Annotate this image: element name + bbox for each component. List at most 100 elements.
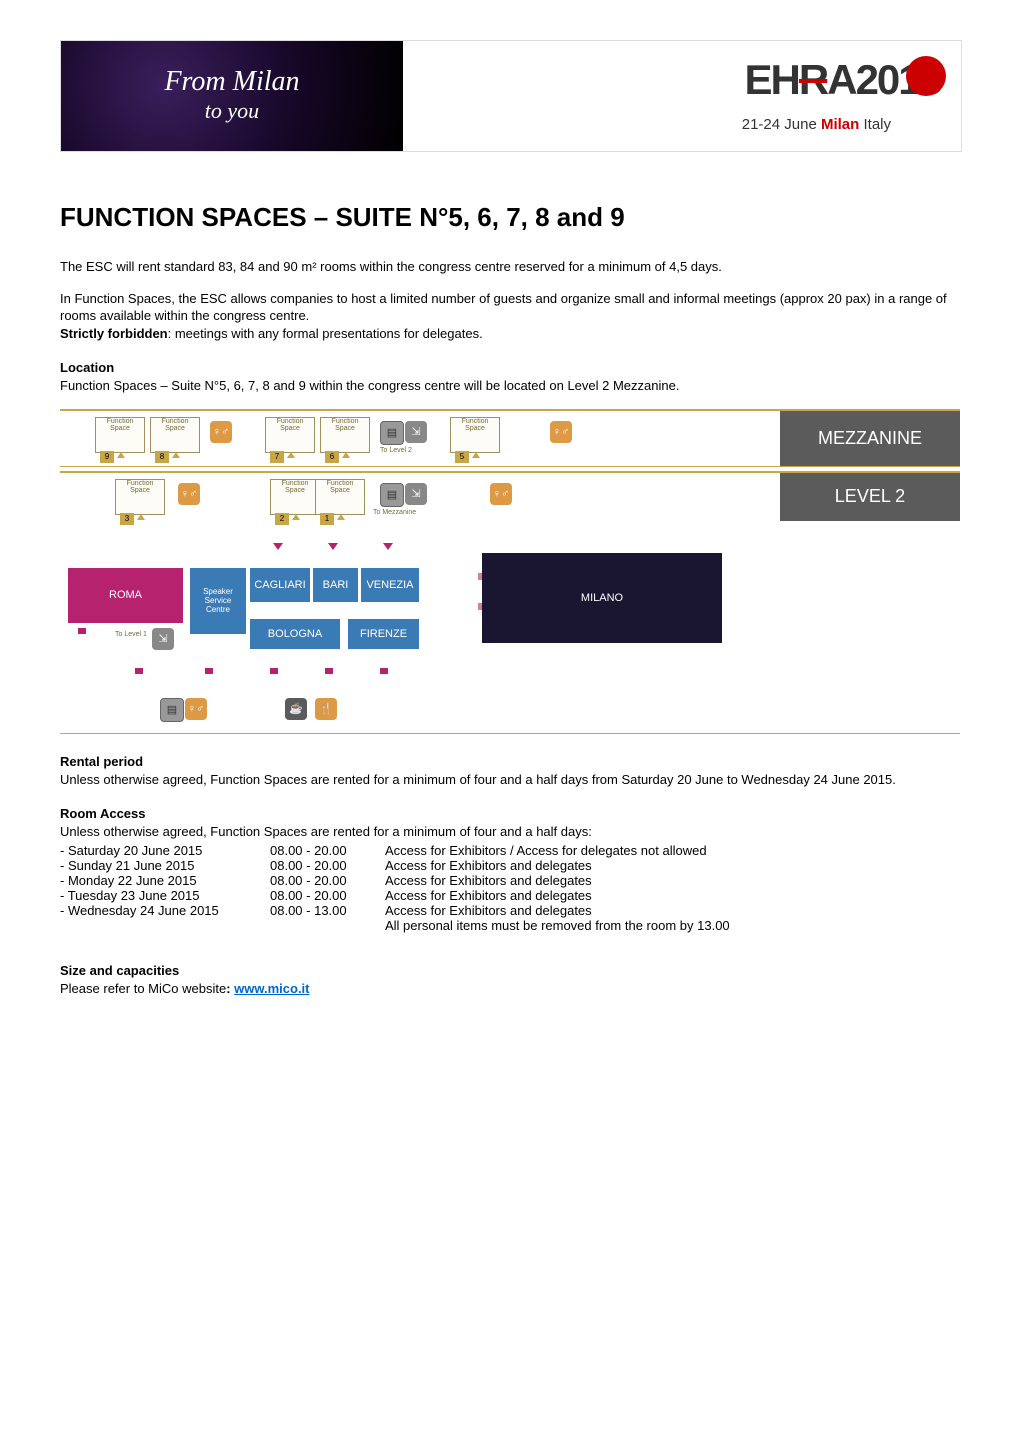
access-label: Room Access	[60, 806, 960, 821]
elevator-icon: ▤	[160, 698, 184, 722]
access-intro: Unless otherwise agreed, Function Spaces…	[60, 823, 960, 841]
hall-firenze: FIRENZE	[348, 619, 419, 649]
size-prefix: Please refer to MiCo website	[60, 981, 226, 996]
stairs-icon: ⇲	[405, 483, 427, 505]
location-label: Location	[60, 360, 960, 375]
function-space-box: FunctionSpace	[265, 417, 315, 453]
elevator-icon: ▤	[380, 421, 404, 445]
arrow-icon	[137, 514, 145, 520]
arrow-icon	[472, 452, 480, 458]
schedule-time: 08.00 - 20.00	[270, 858, 385, 873]
schedule-time: 08.00 - 13.00	[270, 903, 385, 918]
size-text: Please refer to MiCo website: www.mico.i…	[60, 980, 960, 998]
function-space-box: FunctionSpace	[315, 479, 365, 515]
schedule-date: - Wednesday 24 June 2015	[60, 903, 270, 918]
banner-left-panel: From Milan to you	[61, 41, 403, 151]
to-level1-label: To Level 1	[115, 631, 150, 638]
function-space-box: FunctionSpace	[270, 479, 320, 515]
date-prefix: 21-24 June	[742, 116, 817, 133]
function-space-number: 2	[275, 513, 289, 525]
schedule-desc: Access for Exhibitors and delegates	[385, 858, 960, 873]
hall-venezia: VENEZIA	[361, 568, 419, 602]
floorplan-diagram: FunctionSpace9FunctionSpace8FunctionSpac…	[60, 409, 960, 734]
arrow-icon	[383, 543, 393, 550]
schedule-desc: Access for Exhibitors and delegates	[385, 903, 960, 918]
schedule-row: - Monday 22 June 201508.00 - 20.00Access…	[60, 873, 960, 888]
page-title: FUNCTION SPACES – SUITE N°5, 6, 7, 8 and…	[60, 202, 960, 233]
tagline-line2: to you	[205, 98, 259, 123]
tagline-line1: From Milan	[164, 66, 299, 97]
schedule-date: - Saturday 20 June 2015	[60, 843, 270, 858]
banner-country: Italy	[863, 116, 891, 133]
rental-label: Rental period	[60, 754, 960, 769]
restaurant-icon: 🍴	[315, 698, 337, 720]
schedule-date: - Tuesday 23 June 2015	[60, 888, 270, 903]
function-space-number: 5	[455, 451, 469, 463]
arrow-icon	[273, 543, 283, 550]
wc-icon: ♀♂	[490, 483, 512, 505]
schedule-date: - Sunday 21 June 2015	[60, 858, 270, 873]
banner-date: 21-24 June Milan Italy	[742, 116, 891, 133]
hall-cagliari: CAGLIARI	[250, 568, 310, 602]
function-space-number: 9	[100, 451, 114, 463]
wc-icon: ♀♂	[178, 483, 200, 505]
location-text: Function Spaces – Suite N°5, 6, 7, 8 and…	[60, 377, 960, 395]
hall-milano: MILANO	[482, 553, 722, 643]
schedule-time: 08.00 - 20.00	[270, 888, 385, 903]
banner-city: Milan	[821, 116, 859, 133]
schedule-time: 08.00 - 20.00	[270, 843, 385, 858]
function-space-box: FunctionSpace	[150, 417, 200, 453]
wc-icon: ♀♂	[185, 698, 207, 720]
arrow-icon	[117, 452, 125, 458]
function-space-number: 3	[120, 513, 134, 525]
to-mezzanine-label: To Mezzanine	[373, 509, 416, 516]
function-space-box: FunctionSpace	[450, 417, 500, 453]
hall-bari: BARI	[313, 568, 358, 602]
schedule-row: - Saturday 20 June 201508.00 - 20.00Acce…	[60, 843, 960, 858]
marker-icon	[205, 668, 213, 674]
elevator-icon: ▤	[380, 483, 404, 507]
function-space-number: 8	[155, 451, 169, 463]
empty-cell	[270, 918, 385, 933]
rental-text: Unless otherwise agreed, Function Spaces…	[60, 771, 960, 789]
schedule-row: - Sunday 21 June 201508.00 - 20.00Access…	[60, 858, 960, 873]
arrow-icon	[342, 452, 350, 458]
stairs-icon: ⇲	[405, 421, 427, 443]
to-level2-label: To Level 2	[380, 447, 412, 454]
wc-icon: ♀♂	[210, 421, 232, 443]
mico-link[interactable]: www.mico.it	[234, 981, 309, 996]
mezzanine-strip: FunctionSpace9FunctionSpace8FunctionSpac…	[60, 409, 960, 467]
hall-roma: ROMA	[68, 568, 183, 623]
size-label: Size and capacities	[60, 963, 960, 978]
intro-paragraph-1: The ESC will rent standard 83, 84 and 90…	[60, 258, 960, 276]
marker-icon	[78, 628, 86, 634]
esc-badge-icon	[906, 56, 946, 96]
marker-icon	[325, 668, 333, 674]
level2-strip: FunctionSpace3FunctionSpace2FunctionSpac…	[60, 471, 960, 734]
schedule-desc: Access for Exhibitors and delegates	[385, 888, 960, 903]
cafe-icon: ☕	[285, 698, 307, 720]
schedule-final-note-row: All personal items must be removed from …	[60, 918, 960, 933]
function-space-number: 1	[320, 513, 334, 525]
schedule-date: - Monday 22 June 2015	[60, 873, 270, 888]
marker-icon	[135, 668, 143, 674]
hall-speaker-service-centre: Speaker Service Centre	[190, 568, 246, 634]
intro-paragraph-2: In Function Spaces, the ESC allows compa…	[60, 290, 960, 343]
marker-icon	[380, 668, 388, 674]
empty-cell	[60, 918, 270, 933]
function-space-number: 7	[270, 451, 284, 463]
mezzanine-label: MEZZANINE	[780, 411, 960, 466]
schedule-row: - Wednesday 24 June 201508.00 - 13.00Acc…	[60, 903, 960, 918]
arrow-icon	[328, 543, 338, 550]
arrow-icon	[292, 514, 300, 520]
schedule-desc: Access for Exhibitors / Access for deleg…	[385, 843, 960, 858]
arrow-icon	[287, 452, 295, 458]
intro-p2-text: In Function Spaces, the ESC allows compa…	[60, 291, 947, 324]
arrow-icon	[172, 452, 180, 458]
hall-bologna: BOLOGNA	[250, 619, 340, 649]
function-space-number: 6	[325, 451, 339, 463]
final-note: All personal items must be removed from …	[385, 918, 960, 933]
wc-icon: ♀♂	[550, 421, 572, 443]
marker-icon	[270, 668, 278, 674]
marker-icon	[478, 573, 482, 580]
